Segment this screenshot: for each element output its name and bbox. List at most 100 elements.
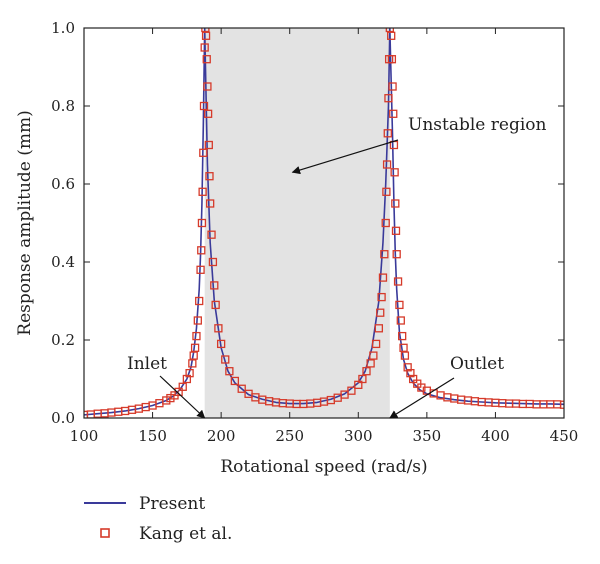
kang-marker [382, 187, 391, 196]
y-tick-label: 1.0 [51, 19, 75, 37]
kang-marker [390, 168, 399, 177]
kang-marker [388, 82, 397, 91]
kang-marker [182, 374, 192, 384]
kang-marker [189, 351, 198, 360]
x-tick-label: 150 [138, 427, 167, 445]
kang-marker [198, 187, 207, 196]
plot-frame [83, 27, 565, 419]
annotation-outlet: Outlet [450, 354, 504, 374]
kang-marker [192, 331, 201, 341]
series-layer [84, 28, 564, 418]
kang-marker [395, 300, 404, 310]
unstable-region-shade [204, 28, 390, 418]
kang-marker [188, 359, 197, 368]
annotation-unstable-arrow [291, 139, 399, 175]
y-tick-label: 0.0 [51, 409, 75, 427]
x-tick-label: 350 [413, 427, 442, 445]
kang-marker [358, 374, 367, 384]
kang-marker [237, 384, 246, 393]
x-axis-title: Rotational speed (rad/s) [220, 457, 427, 477]
kang-marker [396, 316, 405, 325]
kang-marker [203, 109, 213, 118]
kang-marker [216, 339, 226, 349]
kang-marker [202, 55, 211, 64]
kang-marker [225, 367, 234, 376]
kang-marker [400, 351, 410, 360]
x-tick-label: 250 [275, 427, 304, 445]
x-tick-label: 400 [481, 427, 510, 445]
kang-marker [381, 218, 390, 228]
kang-marker [206, 199, 215, 208]
kang-marker [387, 55, 397, 64]
kang-marker [185, 368, 194, 378]
kang-marker [392, 250, 401, 259]
kang-marker [450, 394, 459, 403]
annotations: Unstable region Inlet Outlet [127, 115, 546, 419]
unstable-region-rect [204, 28, 390, 418]
kang-marker [399, 343, 408, 352]
kang-marker [362, 367, 371, 376]
legend: Present Kang et al. [84, 494, 232, 544]
x-tick-label: 450 [550, 427, 579, 445]
kang-marker [210, 281, 219, 290]
kang-marker [205, 172, 214, 181]
kang-marker [391, 199, 400, 208]
kang-marker [230, 376, 240, 386]
annotation-inlet: Inlet [127, 354, 167, 374]
kang-marker [378, 273, 388, 282]
kang-marker [221, 355, 230, 364]
kang-marker [178, 382, 187, 391]
y-tick-label: 0.6 [51, 175, 75, 193]
kang-marker [406, 368, 415, 378]
kang-marker [376, 308, 385, 317]
kang-marker [393, 277, 403, 286]
kang-marker [369, 351, 378, 360]
kang-marker [201, 31, 211, 40]
kang-marker [200, 43, 209, 52]
kang-marker [197, 246, 206, 255]
kang-marker [193, 316, 202, 325]
legend-present-label: Present [139, 494, 205, 514]
kang-marker [398, 331, 407, 341]
y-tick-label: 0.8 [51, 97, 75, 115]
kang-marker [207, 230, 216, 239]
kang-marker [203, 82, 212, 91]
y-axis-title: Response amplitude (mm) [15, 110, 35, 335]
kang-marker [199, 101, 209, 111]
kang-marker [196, 265, 205, 274]
kang-marker [204, 140, 213, 150]
kang-marker [380, 250, 389, 259]
kang-marker [195, 296, 204, 306]
kang-marker [403, 363, 412, 372]
kang-marker [347, 386, 356, 395]
axis-ticks: 100 150 200 250 300 350 400 450 0.0 0.2 0.4 0.6 0.8 1… [51, 19, 578, 445]
kang-marker [208, 257, 218, 267]
kang-marker [387, 31, 396, 40]
kang-marker [385, 28, 394, 33]
kang-marker [384, 94, 393, 103]
kang-marker [190, 343, 200, 352]
x-tick-label: 200 [207, 427, 236, 445]
y-tick-label: 0.2 [51, 331, 75, 349]
legend-kang-label: Kang et al. [139, 524, 232, 544]
kang-marker [371, 339, 381, 349]
kang-marker [374, 324, 384, 333]
kang-marker [382, 160, 392, 169]
kang-marker [559, 400, 564, 409]
kang-marker [383, 129, 392, 138]
annotation-inlet-arrow [159, 375, 206, 419]
x-tick-label: 300 [344, 427, 373, 445]
kang-marker [389, 109, 398, 118]
kang-marker [211, 300, 220, 310]
annotation-outlet-arrow [389, 377, 455, 419]
kang-marker [197, 218, 207, 228]
legend-kang-swatch [100, 528, 110, 538]
y-tick-label: 0.4 [51, 253, 75, 271]
kang-marker [214, 324, 223, 333]
kang-marker [366, 359, 375, 368]
kang-marker [201, 28, 210, 33]
kang-marker [377, 292, 386, 302]
kang-marker [199, 148, 208, 157]
x-tick-label: 100 [70, 427, 99, 445]
